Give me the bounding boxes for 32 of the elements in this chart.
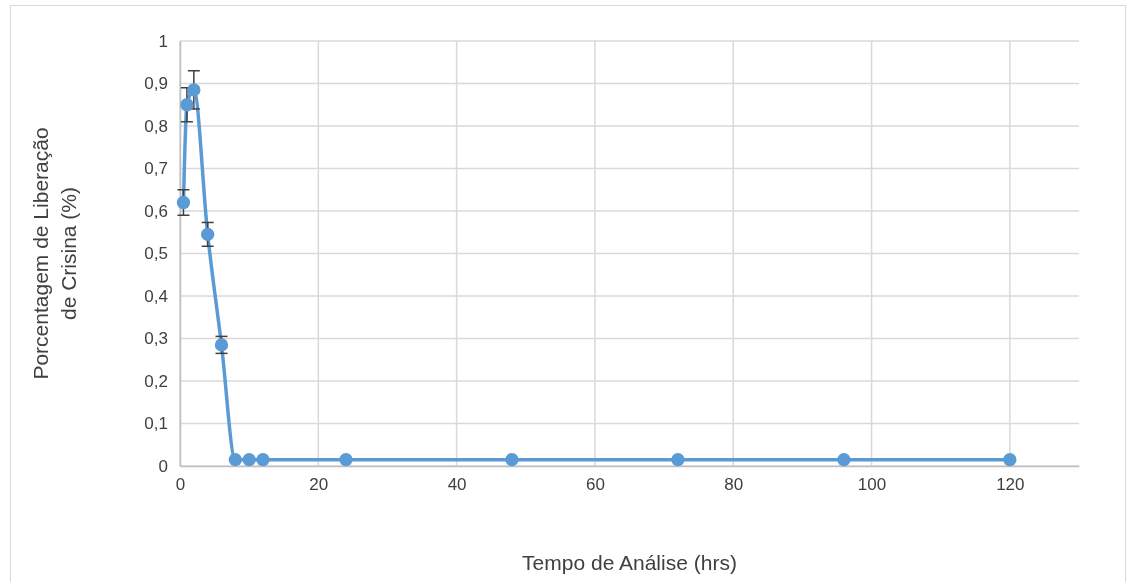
x-axis-title: Tempo de Análise (hrs) — [522, 551, 737, 574]
x-tick-label: 0 — [175, 475, 186, 495]
point — [242, 452, 256, 467]
point — [200, 227, 215, 242]
y-tick-label: 1 — [158, 31, 168, 51]
y-axis-title: Porcentagem de Liberação de Crisina (%) — [29, 127, 80, 380]
y-tick-label: 0,1 — [144, 414, 168, 434]
y-tick-label: 0 — [158, 456, 168, 476]
point — [228, 452, 242, 467]
point — [256, 452, 270, 467]
point — [180, 98, 194, 112]
point — [339, 452, 353, 467]
point — [176, 195, 191, 210]
x-tick-label: 40 — [447, 475, 467, 495]
y-tick-label: 0,8 — [144, 116, 168, 136]
y-tick-label: 0,5 — [144, 244, 168, 264]
y-tick-label: 0,9 — [144, 74, 168, 94]
y-tick-label: 0,7 — [144, 159, 168, 179]
point — [505, 452, 519, 467]
y-tick-label: 0,2 — [144, 371, 168, 391]
y-tick-label: 0,3 — [144, 329, 168, 349]
y-tick-label: 0,6 — [144, 201, 168, 221]
x-tick-label: 120 — [996, 475, 1025, 495]
x-tick-label: 60 — [585, 475, 605, 495]
point — [1003, 452, 1017, 467]
point — [671, 452, 685, 467]
point — [837, 452, 851, 467]
x-tick-label: 80 — [724, 475, 744, 495]
y-tick-label: 0,4 — [144, 286, 168, 306]
x-tick-label: 100 — [857, 475, 887, 495]
point — [187, 83, 201, 97]
x-tick-label: 20 — [309, 475, 329, 495]
